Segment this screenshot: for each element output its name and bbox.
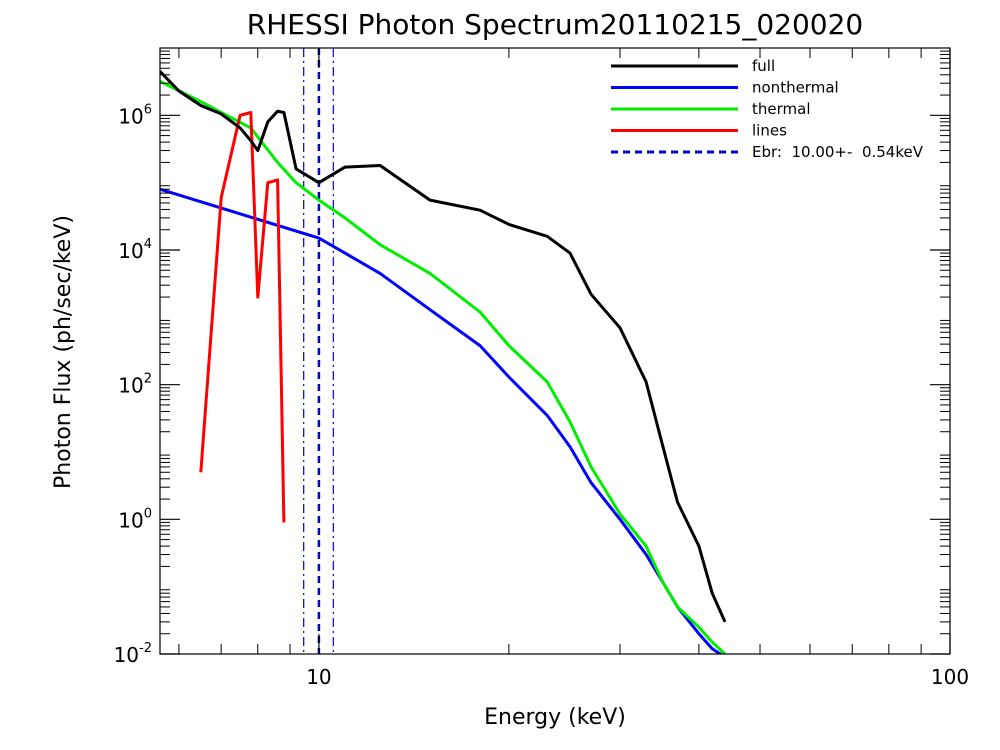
x-tick-label: 10 xyxy=(306,665,331,689)
y-tick-label: 102 xyxy=(118,372,152,398)
x-axis: 10 100 xyxy=(178,48,969,689)
series-nonthermal-line xyxy=(160,187,724,654)
x-axis-title: Energy (keV) xyxy=(484,705,626,730)
legend-label: lines xyxy=(752,122,787,140)
series-lines-line xyxy=(199,111,286,523)
series-thermal-line xyxy=(160,79,727,654)
legend-label: full xyxy=(752,57,775,75)
y-tick-label: 106 xyxy=(118,102,152,128)
x-tick-label: 100 xyxy=(931,665,969,689)
legend-label: thermal xyxy=(752,100,811,118)
y-tick-label: 10-2 xyxy=(114,641,152,667)
y-tick-label: 104 xyxy=(118,237,152,263)
legend-label: nonthermal xyxy=(752,79,839,97)
plot-area xyxy=(160,48,727,654)
series-full-line xyxy=(160,70,727,623)
y-axis-title: Photon Flux (ph/sec/keV) xyxy=(51,215,76,489)
y-tick-label: 100 xyxy=(118,506,152,532)
y-axis: 10-2 100 102 104 106 xyxy=(114,50,950,667)
plot-border xyxy=(159,47,951,655)
legend-label: Ebr: 10.00+- 0.54keV xyxy=(752,143,924,161)
chart-title: RHESSI Photon Spectrum20110215_020020 xyxy=(247,8,864,41)
legend: full nonthermal thermal lines Ebr: 10.00+- 0… xyxy=(611,57,924,161)
plot-frame xyxy=(159,47,951,655)
